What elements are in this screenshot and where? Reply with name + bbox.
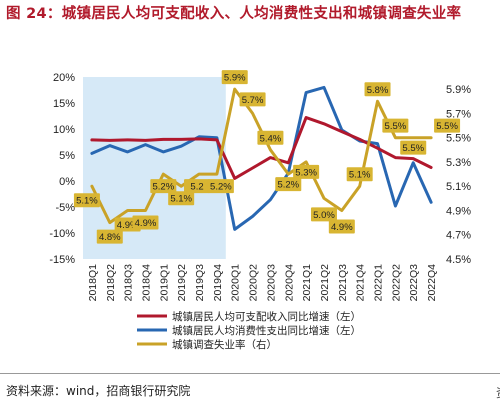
x-axis-tick-label: 2021Q1: [301, 264, 313, 302]
data-label-box: [328, 219, 355, 234]
x-axis-tick-label: 2018Q4: [140, 264, 152, 302]
x-axis-tick-label: 2019Q3: [194, 264, 206, 302]
data-label-box: [73, 193, 100, 208]
x-axis-tick-label: 2020Q3: [265, 264, 277, 302]
series-line-0: [90, 116, 433, 180]
x-axis-tick-label: 2018Q3: [123, 264, 135, 302]
data-label-box: [400, 140, 427, 155]
x-axis-tick-label: 2019Q1: [158, 264, 170, 302]
left-axis-tick-label: 15%: [53, 98, 75, 110]
bottom-rule: [0, 373, 500, 374]
x-axis-tick-label: 2022Q2: [390, 264, 402, 302]
x-axis-tick-label: 2020Q4: [283, 264, 295, 302]
x-axis-tick-label: 2020Q2: [248, 264, 260, 302]
data-label-box: [275, 177, 302, 192]
data-label-box: [293, 164, 320, 179]
data-label: 5.1%: [349, 170, 371, 181]
data-label-box: [239, 92, 266, 107]
right-axis-tick-label: 5.3%: [446, 157, 471, 169]
figure-title: 图 24：城镇居民人均可支配收入、人均消费性支出和城镇调查失业率: [6, 6, 462, 22]
data-label-layer: 5.1%4.8%4.9%4.9%5.2%5.1%5.2 5.2%5.9%5.7%5…: [73, 70, 461, 244]
right-axis-tick-label: 4.5%: [446, 254, 471, 266]
legend-label-2: 城镇调查失业率（右）: [172, 338, 277, 351]
data-label-box: [150, 179, 177, 194]
data-label: 5.2%: [152, 182, 174, 193]
x-axis: 2018Q1 2018Q2 2018Q3 2018Q4 2019Q1 2019Q2 2019…: [87, 264, 438, 302]
data-label: 5.3%: [295, 167, 317, 178]
legend-label-0: 城镇居民人均可支配收入同比增速（左）: [172, 310, 361, 323]
data-label-box: [382, 118, 409, 133]
x-axis-tick-label: 2018Q1: [87, 264, 99, 302]
legend-label-1: 城镇居民人均消费性支出同比增速（左）: [172, 324, 361, 337]
x-axis-tick-label: 2018Q2: [105, 264, 117, 302]
source-note: 资料来源：wind，招商银行研究院: [6, 384, 191, 398]
data-label-box: [184, 179, 211, 194]
left-axis-tick-label: 20%: [53, 72, 75, 84]
data-label: 5.4%: [260, 133, 282, 144]
data-label: 4.9%: [331, 222, 353, 233]
data-label-box: [207, 179, 234, 194]
data-label: 4.9%: [117, 220, 139, 231]
x-axis-tick-label: 2020Q1: [230, 264, 242, 302]
data-label: 4.8%: [99, 232, 121, 243]
right-axis-tick-label: 5.9%: [446, 84, 471, 96]
x-axis-tick-label: 2019Q2: [176, 264, 188, 302]
series-line-1: [90, 85, 433, 231]
right-axis-tick-label: 4.9%: [446, 205, 471, 217]
data-label-box: [310, 207, 337, 222]
left-axis: 20% 15% 10% 5% 0% -5% -10% -15%: [49, 72, 75, 266]
right-axis-tick-label: 5.1%: [446, 181, 471, 193]
data-label: 5.1%: [76, 196, 98, 207]
data-label-box: [346, 167, 373, 182]
right-axis: 5.9% 5.7% 5.5% 5.3% 5.1% 4.9% 4.7% 4.5%: [446, 84, 471, 266]
data-label-box: [364, 82, 391, 97]
left-axis-tick-label: 10%: [53, 124, 75, 136]
data-label: 5.5%: [436, 121, 458, 132]
data-label: 4.9%: [135, 218, 157, 229]
data-label-box: [434, 118, 461, 133]
x-axis-tick-label: 2022Q3: [408, 264, 420, 302]
data-label-box: [96, 229, 123, 244]
x-axis-tick-label: 2022Q1: [373, 264, 385, 302]
legend: 城镇居民人均可支配收入同比增速（左）城镇居民人均消费性支出同比增速（左）城镇调查…: [137, 310, 361, 351]
chart: 20%15%10%5%0%-5%-10%-15% 5.9%5.7%5.5%5.3…: [49, 70, 471, 351]
data-label: 5.2%: [210, 182, 232, 193]
x-axis-tick-label: 2022Q4: [426, 264, 438, 302]
data-label: 5.5%: [385, 121, 407, 132]
data-label-box: [132, 215, 159, 230]
data-label: 5.1%: [170, 194, 192, 205]
right-axis-tick-label: 5.7%: [446, 108, 471, 120]
left-axis-tick-label: 0%: [59, 176, 75, 188]
data-label: 5.5%: [402, 143, 424, 154]
data-label: 5.2%: [277, 180, 299, 191]
data-label-box: [257, 130, 284, 145]
data-label: 5.8%: [367, 85, 389, 96]
data-label-box: [221, 70, 248, 85]
x-axis-tick-label: 2019Q4: [212, 264, 224, 302]
left-axis-tick-label: 5%: [59, 150, 75, 162]
data-label: 5.7%: [242, 95, 264, 106]
data-label-box: [168, 191, 195, 206]
x-axis-tick-label: 2021Q2: [319, 264, 331, 302]
data-label: 5.0%: [313, 210, 335, 221]
cropped-edge-text: 资: [496, 384, 500, 401]
left-axis-tick-label: -15%: [49, 254, 75, 266]
right-axis-tick-label: 4.7%: [446, 230, 471, 242]
right-axis-tick-label: 5.5%: [446, 133, 471, 145]
data-label: 5.9%: [224, 73, 246, 84]
left-axis-tick-label: -5%: [55, 202, 75, 214]
left-axis-tick-label: -10%: [49, 228, 75, 240]
data-label: 5.2: [190, 182, 203, 193]
x-axis-tick-label: 2021Q3: [337, 264, 349, 302]
x-axis-tick-label: 2021Q4: [355, 264, 367, 302]
